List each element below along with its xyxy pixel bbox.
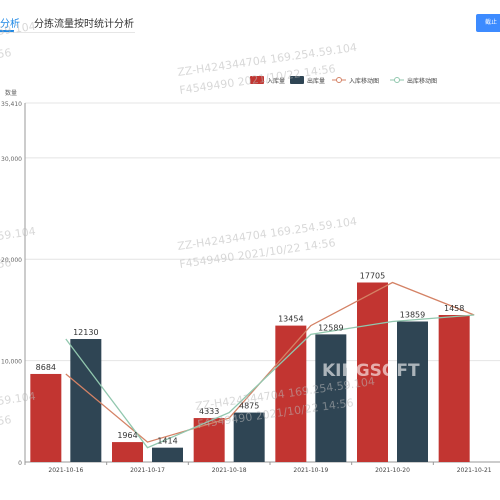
outbound-trend-line	[65, 314, 475, 449]
axes: 35,410 30,000 20,000 10,000 0 数量 2021-10-16 202…	[1, 89, 500, 474]
x-tick-label: 2021-10-17	[130, 467, 165, 474]
data-label: 4875	[239, 402, 259, 411]
bars	[30, 282, 470, 463]
watermark-text: 59.104	[0, 225, 37, 243]
y-tick-label: 20,000	[1, 257, 22, 264]
data-label: 1414	[157, 437, 177, 446]
legend-swatch[interactable]	[250, 76, 264, 84]
legend-label: 入库移动图	[349, 77, 379, 85]
data-label: 17705	[360, 272, 385, 281]
data-label: 13859	[400, 310, 425, 319]
watermark-text: 59.104	[0, 20, 37, 38]
legend-swatch[interactable]	[290, 76, 304, 84]
x-tick-label: 2021-10-20	[375, 467, 410, 474]
tab-underline	[0, 32, 135, 33]
bar-outbound[interactable]	[233, 412, 265, 462]
y-tick-label: 35,410	[1, 101, 22, 108]
y-tick-label: 30,000	[1, 156, 22, 163]
bar-outbound[interactable]	[397, 321, 428, 462]
watermark-text: 59.104	[0, 390, 37, 408]
bar-inbound[interactable]	[112, 442, 143, 462]
bar-inbound[interactable]	[438, 314, 470, 462]
active-tab-indicator	[0, 30, 14, 32]
x-tick-label: 2021-10-16	[48, 467, 83, 474]
tab-sorting-flow-analysis[interactable]: 分拣流量按时统计分析	[34, 19, 134, 30]
data-label: 8684	[36, 363, 56, 372]
trend-lines	[65, 281, 475, 449]
watermark-logo: KINGSOFT	[322, 361, 420, 381]
y-axis-label: 数量	[5, 89, 17, 97]
data-label: 1458	[444, 304, 464, 313]
data-labels: 8684 12130 1964 1414 4333 4875 13454 12589 17705…	[36, 272, 465, 446]
bar-outbound[interactable]	[70, 339, 102, 462]
bar-inbound[interactable]	[30, 373, 62, 462]
data-label: 12589	[318, 323, 343, 332]
legend: 入库量 出库量 入库移动图 出库移动图	[250, 76, 437, 85]
tab-bar: 分析 分拣流量按时统计分析 截止	[0, 0, 500, 40]
watermark-text: 56	[0, 46, 12, 61]
data-label: 12130	[73, 328, 98, 337]
y-tick-label: 0	[18, 460, 22, 467]
legend-label: 入库量	[267, 77, 285, 85]
legend-marker	[394, 77, 400, 83]
data-label: 13454	[278, 315, 303, 324]
bar-outbound[interactable]	[315, 334, 347, 462]
x-tick-label: 2021-10-19	[293, 467, 328, 474]
inbound-trend-line	[65, 281, 475, 443]
export-button[interactable]: 截止	[476, 14, 500, 32]
legend-label: 出库量	[307, 77, 325, 85]
watermark-text: 56	[0, 413, 12, 428]
x-tick-label: 2021-10-21	[457, 467, 492, 474]
data-label: 4333	[199, 407, 219, 416]
x-tick-label: 2021-10-18	[212, 467, 247, 474]
data-label: 1964	[117, 431, 137, 440]
y-tick-label: 10,000	[1, 359, 22, 366]
bar-inbound[interactable]	[357, 282, 388, 463]
bar-outbound[interactable]	[152, 447, 183, 462]
legend-marker	[336, 77, 342, 83]
watermark-text: 56	[0, 256, 12, 271]
legend-label: 出库移动图	[407, 77, 437, 85]
tab-analysis[interactable]: 分析	[0, 19, 20, 30]
